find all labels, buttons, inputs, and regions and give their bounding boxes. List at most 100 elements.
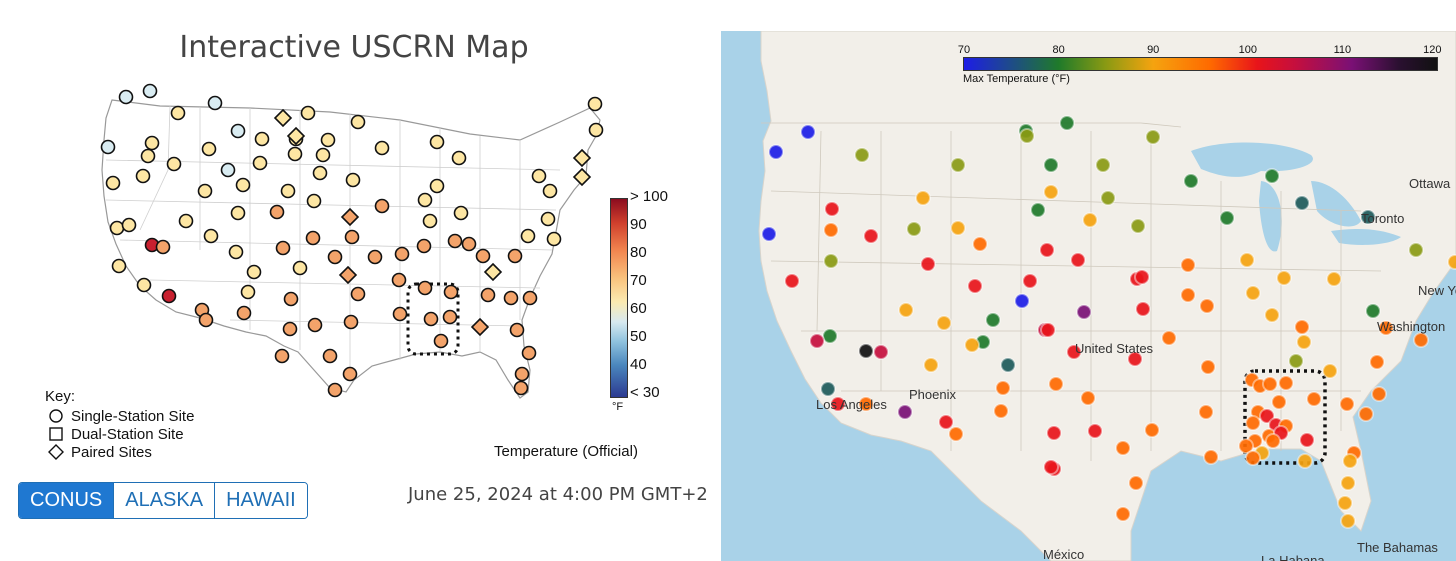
max-temp-marker[interactable] (1030, 202, 1046, 218)
station-marker[interactable] (144, 135, 160, 151)
station-marker[interactable] (230, 123, 246, 139)
station-marker[interactable] (429, 178, 445, 194)
max-temp-marker[interactable] (1080, 390, 1096, 406)
max-temp-marker[interactable] (784, 273, 800, 289)
max-temp-marker[interactable] (1413, 332, 1429, 348)
station-marker[interactable] (203, 228, 219, 244)
max-temp-marker[interactable] (1130, 218, 1146, 234)
max-temp-marker[interactable] (1070, 252, 1086, 268)
max-temp-marker[interactable] (1087, 423, 1103, 439)
max-temp-marker[interactable] (985, 312, 1001, 328)
station-marker[interactable] (392, 306, 408, 322)
station-marker[interactable] (433, 333, 449, 349)
station-marker[interactable] (197, 183, 213, 199)
station-marker[interactable] (312, 165, 328, 181)
max-temp-marker[interactable] (820, 381, 836, 397)
max-temp-marker[interactable] (858, 343, 874, 359)
station-marker[interactable] (300, 105, 316, 121)
max-temp-marker[interactable] (923, 357, 939, 373)
station-marker[interactable] (135, 168, 151, 184)
station-marker[interactable] (475, 248, 491, 264)
max-temp-marker[interactable] (1000, 357, 1016, 373)
station-marker[interactable] (170, 105, 186, 121)
station-marker[interactable] (109, 220, 125, 236)
station-marker[interactable] (587, 96, 603, 112)
station-marker[interactable] (394, 246, 410, 262)
max-temp-marker[interactable] (1264, 168, 1280, 184)
max-temp-marker[interactable] (768, 144, 784, 160)
station-marker[interactable] (305, 230, 321, 246)
station-marker[interactable] (429, 134, 445, 150)
max-temp-marker[interactable] (1134, 269, 1150, 285)
max-temp-marker[interactable] (1369, 354, 1385, 370)
station-marker[interactable] (254, 131, 270, 147)
max-temp-marker[interactable] (1135, 301, 1151, 317)
station-marker[interactable] (178, 213, 194, 229)
station-marker[interactable] (367, 249, 383, 265)
max-temp-marker[interactable] (1278, 375, 1294, 391)
station-marker[interactable] (542, 183, 558, 199)
max-temp-marker[interactable] (1040, 322, 1056, 338)
max-temp-marker[interactable] (1180, 257, 1196, 273)
station-marker[interactable] (283, 291, 299, 307)
max-temp-marker[interactable] (897, 404, 913, 420)
station-marker[interactable] (246, 264, 262, 280)
max-temp-marker[interactable] (1043, 157, 1059, 173)
station-marker[interactable] (391, 272, 407, 288)
station-marker[interactable] (315, 147, 331, 163)
max-temp-marker[interactable] (1360, 209, 1376, 225)
paired-site-marker[interactable] (483, 262, 503, 282)
max-temp-marker[interactable] (1288, 353, 1304, 369)
station-marker[interactable] (522, 290, 538, 306)
station-marker[interactable] (442, 309, 458, 325)
station-marker[interactable] (292, 260, 308, 276)
max-temp-marker[interactable] (873, 344, 889, 360)
max-temp-marker[interactable] (964, 337, 980, 353)
max-temp-marker[interactable] (1100, 190, 1116, 206)
max-temp-marker[interactable] (1019, 128, 1035, 144)
max-temp-marker[interactable] (906, 221, 922, 237)
max-temp-marker[interactable] (1265, 433, 1281, 449)
max-temp-marker[interactable] (1306, 391, 1322, 407)
max-temp-marker[interactable] (858, 396, 874, 412)
station-marker[interactable] (201, 141, 217, 157)
station-marker[interactable] (142, 83, 158, 99)
max-temp-marker[interactable] (948, 426, 964, 442)
max-temp-marker[interactable] (993, 403, 1009, 419)
max-temp-marker[interactable] (1039, 242, 1055, 258)
max-temp-marker[interactable] (1198, 404, 1214, 420)
station-marker[interactable] (287, 146, 303, 162)
station-marker[interactable] (228, 244, 244, 260)
max-temp-marker[interactable] (1046, 425, 1062, 441)
max-temp-marker[interactable] (1199, 298, 1215, 314)
station-marker[interactable] (282, 321, 298, 337)
station-marker[interactable] (503, 290, 519, 306)
hawaii-button[interactable]: HAWAII (214, 483, 307, 518)
station-marker[interactable] (275, 240, 291, 256)
station-marker[interactable] (155, 239, 171, 255)
max-temp-marker[interactable] (1059, 115, 1075, 131)
station-marker[interactable] (306, 193, 322, 209)
station-marker[interactable] (374, 198, 390, 214)
station-marker[interactable] (514, 366, 530, 382)
max-temp-marker[interactable] (823, 253, 839, 269)
max-temp-marker[interactable] (920, 256, 936, 272)
station-marker[interactable] (140, 148, 156, 164)
station-marker[interactable] (422, 213, 438, 229)
max-temp-marker[interactable] (1145, 129, 1161, 145)
max-temp-marker[interactable] (1378, 320, 1394, 336)
max-temp-marker[interactable] (830, 396, 846, 412)
max-temp-marker[interactable] (1183, 173, 1199, 189)
max-temp-marker[interactable] (824, 201, 840, 217)
max-temperature-map[interactable] (721, 31, 1456, 561)
max-temp-marker[interactable] (809, 333, 825, 349)
max-temp-marker[interactable] (936, 315, 952, 331)
station-marker[interactable] (521, 345, 537, 361)
max-temp-marker[interactable] (1342, 453, 1358, 469)
max-temp-marker[interactable] (1082, 212, 1098, 228)
max-temp-marker[interactable] (1245, 285, 1261, 301)
max-temp-marker[interactable] (1299, 432, 1315, 448)
max-temp-marker[interactable] (1144, 422, 1160, 438)
max-temp-marker[interactable] (1043, 459, 1059, 475)
max-temp-marker[interactable] (1340, 513, 1356, 529)
